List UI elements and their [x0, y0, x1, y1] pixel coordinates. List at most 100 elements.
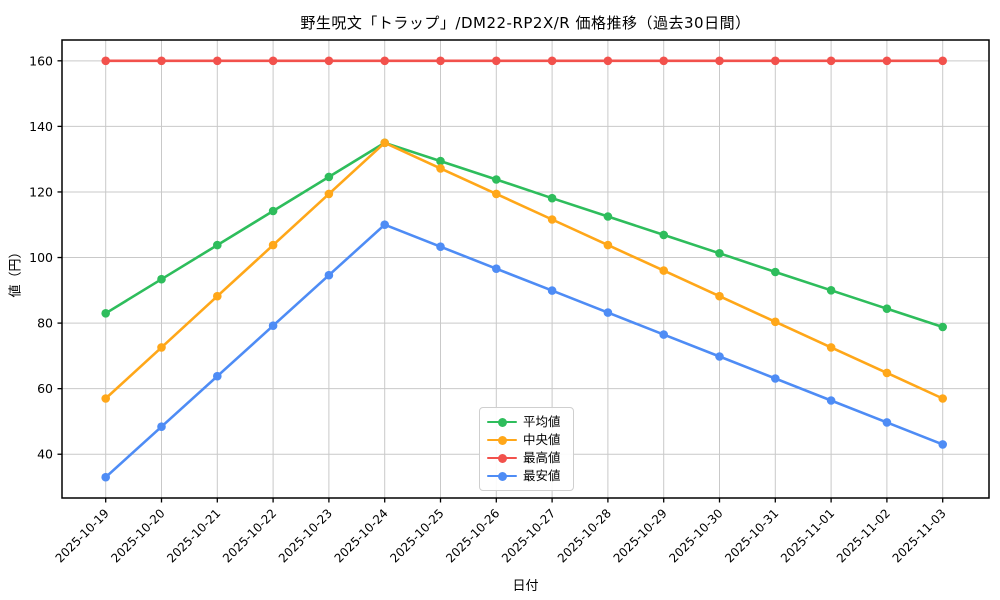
data-point-min [771, 374, 780, 383]
data-point-max [380, 56, 390, 66]
data-point-average [659, 230, 668, 240]
data-point-average [157, 274, 166, 284]
chart-title: 野生呪文「トラップ」/DM22-RP2X/R 価格推移（過去30日間） [300, 14, 751, 32]
data-point-average [492, 175, 501, 184]
legend-item-average: 平均値 [487, 413, 565, 431]
legend-marker-median-icon [487, 435, 517, 445]
data-point-average [771, 267, 780, 277]
legend-item-max: 最高値 [487, 449, 565, 467]
y-tick-label: 120 [29, 184, 53, 199]
data-point-min [547, 286, 557, 295]
legend: 平均値 中央値 最高値 最安値 [479, 407, 574, 491]
data-point-min [659, 330, 668, 339]
data-point-max [547, 56, 557, 66]
legend-item-median: 中央値 [487, 431, 565, 449]
data-point-median [380, 138, 390, 148]
data-point-min [324, 270, 334, 280]
y-tick-label: 60 [37, 381, 53, 396]
data-point-median [659, 266, 668, 275]
data-point-average [213, 240, 222, 250]
data-point-min [268, 321, 278, 331]
axis-ticks [57, 60, 944, 503]
legend-label-average: 平均値 [523, 413, 561, 429]
y-tick-label: 40 [37, 447, 53, 462]
data-point-median [436, 164, 445, 173]
legend-label-median: 中央値 [523, 431, 561, 447]
data-point-max [603, 56, 613, 66]
data-point-min [101, 472, 110, 482]
data-point-min [715, 352, 724, 361]
series-min [101, 220, 947, 482]
data-point-min [938, 440, 947, 449]
legend-label-max: 最高値 [523, 449, 561, 465]
data-point-median [715, 291, 724, 301]
data-point-median [101, 394, 110, 403]
data-point-min [882, 418, 892, 427]
data-point-median [492, 189, 501, 199]
data-point-median [603, 240, 613, 250]
y-tick-label: 100 [29, 250, 53, 265]
data-point-average [603, 212, 613, 221]
data-point-max [938, 56, 947, 66]
legend-marker-max-icon [487, 453, 517, 463]
data-point-max [268, 56, 278, 66]
legend-marker-average-icon [487, 417, 517, 427]
data-point-min [380, 220, 390, 229]
data-point-median [324, 189, 334, 199]
series-median [101, 138, 947, 403]
data-point-max [157, 56, 166, 66]
data-point-min [603, 308, 613, 317]
data-point-median [826, 343, 836, 352]
data-point-min [826, 396, 836, 405]
y-tick-label: 80 [37, 316, 53, 331]
data-point-min [492, 264, 501, 274]
data-point-max [659, 56, 668, 66]
data-point-max [882, 56, 892, 66]
data-point-max [101, 56, 110, 66]
x-axis-title: 日付 [512, 579, 539, 594]
data-point-average [101, 309, 110, 318]
data-point-average [268, 206, 278, 216]
data-point-min [157, 422, 166, 432]
legend-marker-min-icon [487, 471, 517, 481]
data-point-max [715, 56, 724, 66]
data-point-average [547, 193, 557, 203]
legend-item-min: 最安値 [487, 467, 565, 485]
data-point-average [324, 172, 334, 182]
data-point-average [938, 322, 947, 332]
data-point-average [826, 286, 836, 295]
y-axis-title: 値（円） [8, 245, 24, 298]
data-point-max [324, 56, 334, 66]
y-tick-label: 140 [29, 119, 53, 134]
series-line-average [104, 141, 945, 329]
data-point-median [771, 317, 780, 327]
y-axis-tick-labels: 40 60 80 100 120 140 160 [29, 53, 53, 461]
plot-border [61, 39, 990, 499]
y-tick-label: 160 [29, 53, 53, 68]
series-line-median [104, 141, 945, 400]
data-point-max [492, 56, 501, 66]
data-point-max [213, 56, 222, 66]
series-average [101, 138, 947, 332]
data-point-median [938, 394, 947, 403]
legend-label-min: 最安値 [523, 467, 561, 483]
data-point-median [157, 343, 166, 352]
data-point-max [436, 56, 445, 66]
series-line-min [104, 223, 945, 479]
data-point-average [715, 249, 724, 258]
data-point-median [882, 368, 892, 378]
data-point-max [771, 56, 780, 66]
data-point-average [882, 304, 892, 314]
data-point-average [436, 156, 445, 166]
data-point-min [213, 371, 222, 381]
data-point-min [436, 242, 445, 251]
series-max [101, 56, 947, 66]
data-point-max [826, 56, 836, 66]
data-point-median [268, 240, 278, 250]
data-point-median [547, 215, 557, 224]
data-point-median [213, 291, 222, 301]
